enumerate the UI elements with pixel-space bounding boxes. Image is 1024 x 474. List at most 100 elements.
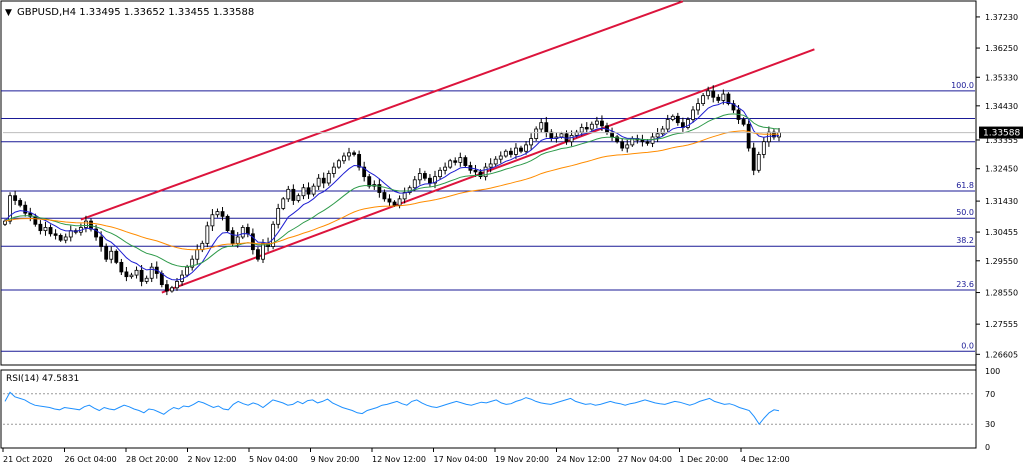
candle-body <box>306 187 311 195</box>
candle-body <box>539 122 544 130</box>
time-axis-label: 4 Dec 12:00 <box>741 455 790 464</box>
candle-body <box>281 198 286 209</box>
candle-body <box>508 150 513 155</box>
candle-body <box>48 227 53 235</box>
time-axis-label: 12 Nov 12:00 <box>372 455 426 464</box>
candle-body <box>428 177 432 184</box>
candle-body <box>144 277 149 282</box>
candle-body <box>473 169 478 173</box>
candle-body <box>696 103 700 111</box>
candle-body <box>185 266 190 276</box>
candle-body <box>235 236 240 244</box>
candle-body <box>149 266 154 279</box>
candle-body <box>230 230 235 244</box>
candle-body <box>200 242 205 251</box>
candle-body <box>438 169 442 178</box>
symbol-ohlc-header: GBPUSD,H4 1.33495 1.33652 1.33455 1.3358… <box>17 7 254 18</box>
candle-body <box>104 246 109 260</box>
candle-body <box>170 287 174 292</box>
candle-body <box>498 155 503 160</box>
channel-lower-line[interactable] <box>161 48 815 294</box>
candle-body <box>417 173 422 181</box>
ma-mid-line <box>4 113 780 268</box>
candle-body <box>58 234 63 241</box>
price-axis-label: 1.29550 <box>985 257 1018 266</box>
candle-body <box>331 166 336 174</box>
candle-body <box>84 220 88 228</box>
candle-body <box>362 166 367 178</box>
candle-body <box>195 249 200 260</box>
candle-body <box>250 233 255 251</box>
candle-body <box>645 141 650 144</box>
candle-body <box>245 227 250 235</box>
candle-body <box>594 120 599 125</box>
candle-body <box>569 134 574 143</box>
candle-body <box>483 166 488 178</box>
fib-level-label: 61.8 <box>956 181 974 190</box>
candle-body <box>392 201 397 206</box>
candle-body <box>8 195 12 222</box>
candle-body <box>756 154 761 171</box>
candle-body <box>493 158 498 165</box>
candle-body <box>352 152 356 155</box>
fib-level-label: 0.0 <box>961 341 974 350</box>
candle-body <box>261 242 265 260</box>
candle-body <box>620 141 625 149</box>
candle-body <box>524 144 528 152</box>
candle-body <box>109 250 114 260</box>
candle-body <box>615 136 620 143</box>
candle-body <box>514 147 518 155</box>
candle-body <box>215 211 220 216</box>
rsi-axis-label: 0 <box>985 443 990 452</box>
collapse-arrow-icon[interactable]: ▼ <box>5 8 12 18</box>
candle-body <box>503 150 508 157</box>
candle-body <box>448 160 453 168</box>
candle-body <box>89 220 93 230</box>
candle-body <box>412 179 417 189</box>
candle-body <box>240 227 245 238</box>
candle-body <box>326 173 331 184</box>
candle-body <box>377 184 382 193</box>
candle-body <box>210 214 215 227</box>
candle-body <box>777 132 781 138</box>
ma-slow-line <box>4 130 780 251</box>
price-axis-label: 1.27555 <box>985 320 1018 329</box>
time-axis-label: 2 Nov 12:00 <box>188 455 237 464</box>
price-axis-label: 1.30455 <box>985 228 1018 237</box>
candle-body <box>336 160 341 168</box>
candle-body <box>519 147 523 152</box>
candle-body <box>453 160 458 163</box>
candle-body <box>675 115 680 124</box>
candle-body <box>114 250 119 263</box>
candle-body <box>18 200 23 206</box>
rsi-axis-label: 70 <box>985 390 995 399</box>
candle-body <box>625 144 630 149</box>
candle-body <box>422 173 427 179</box>
channel-upper-line[interactable] <box>80 0 684 221</box>
candle-body <box>271 223 276 247</box>
candle-body <box>701 95 706 105</box>
candle-body <box>342 155 346 162</box>
candle-body <box>670 115 675 120</box>
candle-body <box>655 133 660 138</box>
candle-body <box>382 192 387 200</box>
time-axis-label: 17 Nov 04:00 <box>434 455 488 464</box>
candle-body <box>706 90 711 97</box>
time-axis-label: 1 Dec 20:00 <box>680 455 729 464</box>
price-axis-label: 1.32450 <box>985 165 1018 174</box>
candle-body <box>357 154 362 168</box>
candle-body <box>43 227 48 232</box>
candle-body <box>33 215 38 225</box>
candle-body <box>746 123 751 149</box>
time-axis-label: 26 Oct 04:00 <box>65 455 117 464</box>
time-axis-label: 19 Nov 20:00 <box>495 455 549 464</box>
fib-level-label: 100.0 <box>951 81 974 90</box>
candle-body <box>463 157 468 166</box>
candle-body <box>321 177 326 184</box>
candle-body <box>316 177 321 187</box>
candle-body <box>23 204 28 214</box>
price-axis-label: 1.33355 <box>985 136 1018 145</box>
time-axis-label: 5 Nov 04:00 <box>249 455 298 464</box>
